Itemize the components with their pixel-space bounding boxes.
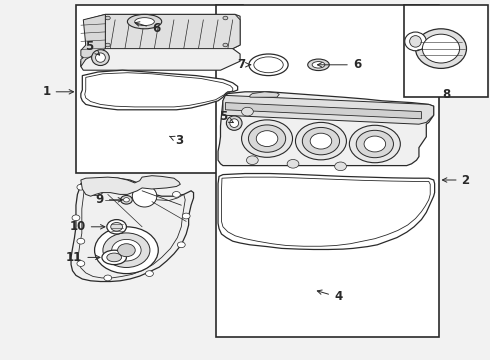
- Text: 2: 2: [442, 174, 470, 186]
- Ellipse shape: [308, 59, 329, 71]
- Circle shape: [310, 133, 332, 149]
- Polygon shape: [218, 174, 435, 249]
- Circle shape: [104, 275, 112, 281]
- Circle shape: [72, 215, 80, 221]
- Bar: [216, 5, 439, 337]
- Circle shape: [105, 16, 110, 20]
- Circle shape: [172, 192, 180, 197]
- Circle shape: [356, 130, 393, 158]
- Circle shape: [223, 16, 228, 20]
- Circle shape: [87, 183, 104, 195]
- Ellipse shape: [249, 54, 288, 76]
- Circle shape: [77, 238, 85, 244]
- Polygon shape: [223, 95, 434, 124]
- Polygon shape: [81, 176, 180, 196]
- Circle shape: [349, 125, 400, 163]
- Bar: [76, 5, 243, 173]
- Polygon shape: [71, 178, 194, 282]
- Ellipse shape: [405, 32, 426, 51]
- Circle shape: [77, 261, 85, 266]
- Text: 9: 9: [96, 193, 122, 206]
- Polygon shape: [218, 92, 434, 166]
- Ellipse shape: [102, 250, 126, 265]
- Circle shape: [95, 227, 158, 274]
- Circle shape: [246, 156, 258, 165]
- Polygon shape: [81, 70, 238, 110]
- Circle shape: [248, 125, 286, 152]
- Circle shape: [256, 131, 278, 147]
- Ellipse shape: [127, 14, 162, 29]
- Ellipse shape: [410, 36, 421, 47]
- Ellipse shape: [132, 185, 157, 207]
- Circle shape: [302, 127, 340, 155]
- Circle shape: [114, 179, 122, 185]
- Circle shape: [182, 213, 190, 219]
- Text: 5: 5: [86, 40, 99, 55]
- Polygon shape: [225, 103, 421, 119]
- Bar: [404, 5, 488, 97]
- Circle shape: [107, 220, 126, 234]
- Circle shape: [295, 122, 346, 160]
- Text: 6: 6: [318, 58, 361, 71]
- Text: 5: 5: [219, 110, 233, 123]
- Ellipse shape: [135, 18, 154, 26]
- Ellipse shape: [312, 62, 325, 68]
- Ellipse shape: [422, 34, 460, 63]
- Circle shape: [223, 43, 228, 47]
- Circle shape: [146, 271, 153, 276]
- Bar: [216, 5, 439, 337]
- Circle shape: [335, 162, 346, 171]
- Bar: [76, 5, 243, 173]
- Text: 11: 11: [66, 251, 100, 264]
- Ellipse shape: [96, 53, 105, 62]
- Polygon shape: [81, 14, 105, 67]
- Circle shape: [111, 222, 122, 231]
- Polygon shape: [105, 14, 240, 49]
- Circle shape: [364, 136, 386, 152]
- Circle shape: [287, 159, 299, 168]
- Ellipse shape: [226, 116, 242, 130]
- Circle shape: [123, 198, 129, 202]
- Text: 10: 10: [70, 220, 105, 233]
- Ellipse shape: [107, 253, 122, 262]
- Circle shape: [105, 43, 110, 47]
- Ellipse shape: [230, 119, 239, 127]
- Polygon shape: [250, 92, 279, 97]
- Ellipse shape: [254, 57, 283, 73]
- Text: 6: 6: [135, 22, 160, 35]
- Circle shape: [121, 195, 132, 204]
- Circle shape: [103, 233, 150, 267]
- Circle shape: [77, 184, 85, 190]
- Bar: [404, 5, 488, 97]
- Text: 8: 8: [442, 88, 450, 101]
- Ellipse shape: [92, 50, 109, 66]
- Text: 3: 3: [170, 134, 183, 147]
- Polygon shape: [81, 14, 240, 70]
- Text: 1: 1: [43, 85, 74, 98]
- Text: 4: 4: [318, 290, 342, 303]
- Circle shape: [112, 239, 141, 261]
- Text: 7: 7: [237, 58, 250, 71]
- Circle shape: [118, 244, 135, 257]
- Circle shape: [177, 242, 185, 248]
- Circle shape: [242, 120, 293, 157]
- Circle shape: [242, 107, 253, 116]
- Ellipse shape: [416, 29, 466, 68]
